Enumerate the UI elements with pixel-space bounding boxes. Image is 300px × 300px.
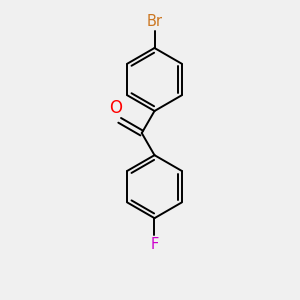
Text: O: O bbox=[109, 99, 122, 117]
Text: Br: Br bbox=[146, 14, 163, 29]
Text: F: F bbox=[150, 237, 159, 252]
